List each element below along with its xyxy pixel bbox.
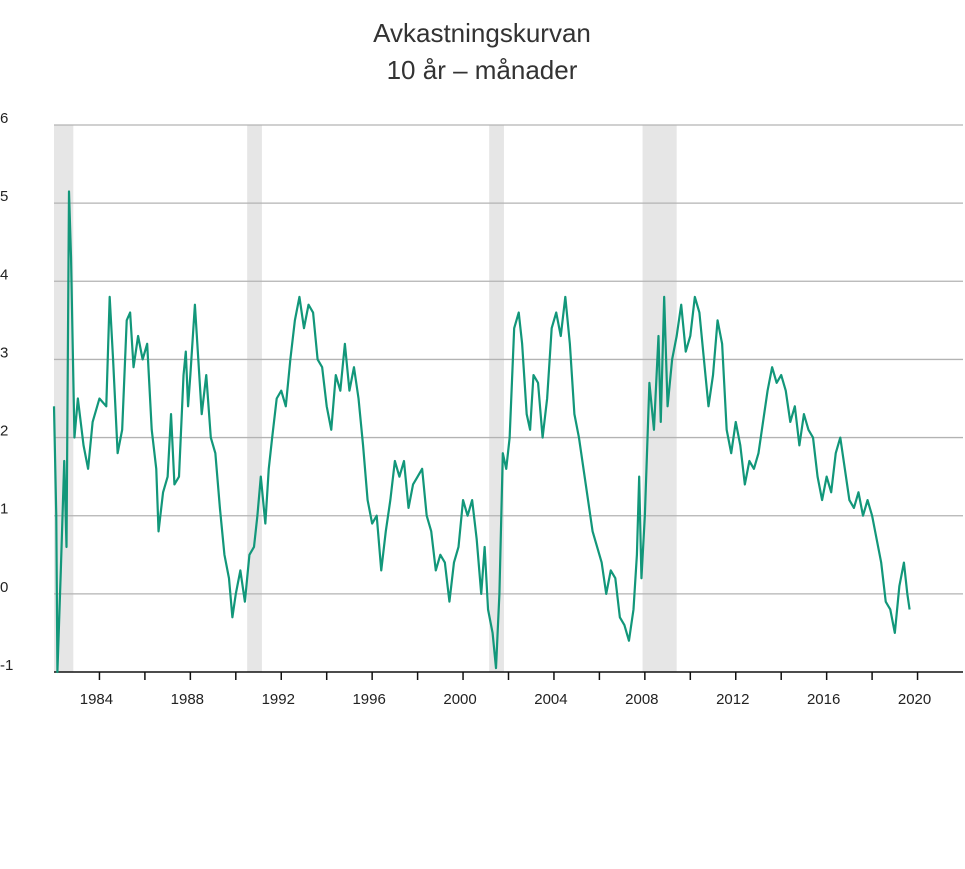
recession-band	[489, 125, 504, 672]
chart-title: Avkastningskurvan	[373, 18, 591, 48]
x-tick-label: 2004	[534, 691, 567, 708]
y-tick-label: 6	[0, 110, 8, 127]
y-tick-label: -1	[0, 657, 13, 674]
y-tick-label: 5	[0, 188, 8, 205]
chart-subtitle: 10 år – månader	[387, 55, 578, 85]
y-tick-label: 1	[0, 501, 8, 518]
x-tick-label: 1988	[171, 691, 204, 708]
x-tick-label: 1984	[80, 691, 113, 708]
x-tick-label: 1992	[262, 691, 295, 708]
y-tick-label: 4	[0, 266, 8, 283]
x-tick-label: 2012	[716, 691, 749, 708]
recession-band	[247, 125, 262, 672]
data-line	[52, 190, 911, 674]
x-tick-label: 2000	[443, 691, 476, 708]
y-tick-label: 3	[0, 344, 8, 361]
x-tick-label: 1996	[352, 691, 385, 708]
y-tick-label: 0	[0, 579, 8, 596]
y-tick-label: 2	[0, 423, 8, 440]
x-tick-label: 2020	[898, 691, 931, 708]
x-tick-label: 2008	[625, 691, 658, 708]
x-tick-label: 2016	[807, 691, 840, 708]
